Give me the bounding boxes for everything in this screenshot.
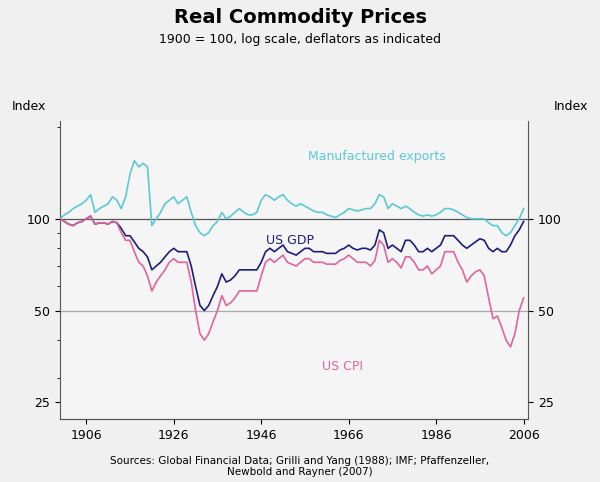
Text: Index: Index: [554, 100, 588, 113]
Text: Real Commodity Prices: Real Commodity Prices: [173, 8, 427, 27]
Text: 1900 = 100, log scale, deflators as indicated: 1900 = 100, log scale, deflators as indi…: [159, 33, 441, 46]
Text: Index: Index: [12, 100, 46, 113]
Text: US GDP: US GDP: [266, 234, 314, 247]
Text: US CPI: US CPI: [322, 360, 363, 373]
Text: Sources: Global Financial Data; Grilli and Yang (1988); IMF; Pfaffenzeller,
Newb: Sources: Global Financial Data; Grilli a…: [110, 455, 490, 477]
Text: Manufactured exports: Manufactured exports: [308, 150, 446, 163]
